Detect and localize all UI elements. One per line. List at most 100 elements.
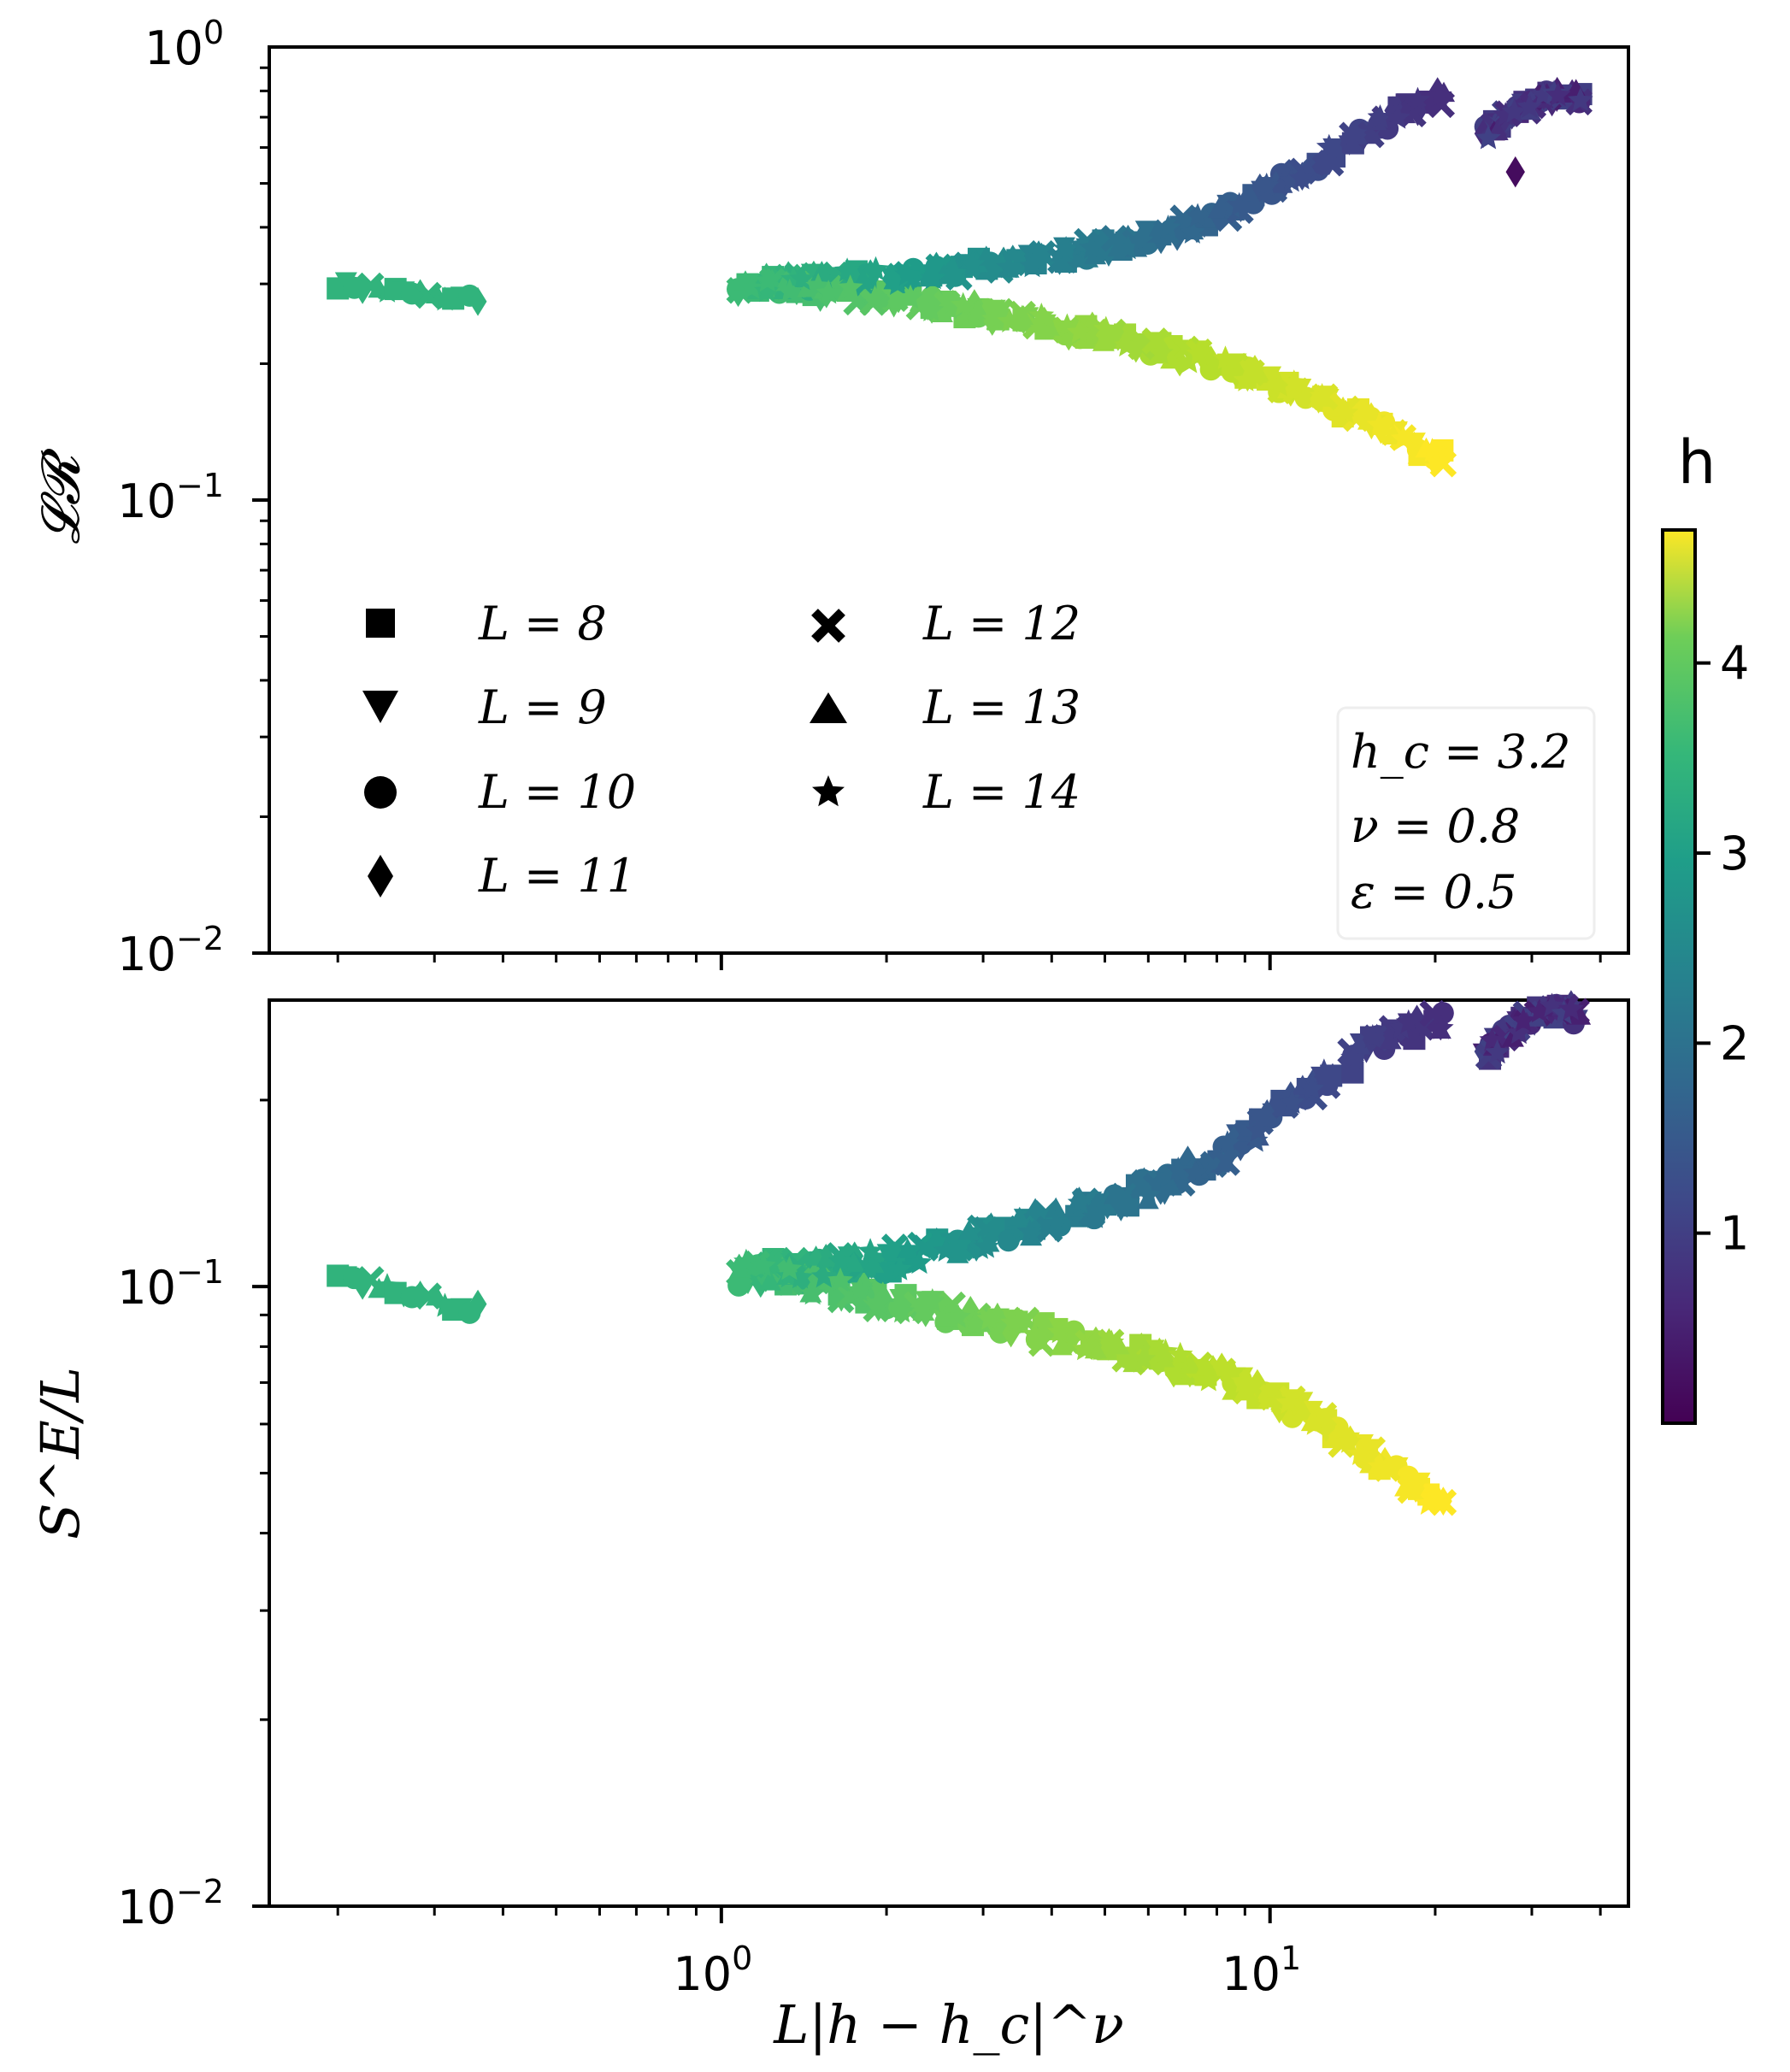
bottom-x-ticks: 100 101 [336, 1906, 1602, 2001]
data-point [1551, 1000, 1577, 1025]
data-point [1167, 1341, 1193, 1366]
data-point [1316, 133, 1342, 158]
legend-entry-l11: L = 11 [368, 849, 636, 903]
data-point [776, 1256, 803, 1280]
svg-text:L = 9: L = 9 [478, 680, 607, 734]
data-point [1419, 438, 1446, 462]
data-point [1170, 347, 1189, 377]
data-point [1340, 1045, 1366, 1069]
data-point [1390, 426, 1416, 450]
data-point [894, 261, 920, 286]
top-y-ticks: 100 10−1 10−2 [117, 14, 269, 981]
data-point [967, 298, 990, 320]
data-point [1501, 98, 1528, 123]
data-point [1053, 236, 1079, 261]
data-point [846, 1277, 873, 1302]
svg-text:L = 11: L = 11 [478, 849, 636, 903]
legend-entry-l13: L = 13 [810, 680, 1080, 734]
data-point [1098, 1329, 1125, 1354]
data-point [1093, 315, 1119, 340]
data-point [912, 1300, 935, 1321]
data-point [1182, 1159, 1209, 1184]
y-tick-label: 10−2 [117, 1873, 224, 1934]
legend: L = 8 L = 9 L = 10 L = 11 L = 12 L = 13 [362, 597, 1080, 903]
data-point [1493, 102, 1519, 127]
top-panel: 100 10−1 10−2 𝓛𝓡 L = 8 L = 9 L = 10 L = 11 [29, 14, 1630, 981]
data-point [776, 278, 803, 303]
data-point [1083, 311, 1102, 341]
data-point [1311, 1058, 1337, 1083]
data-point [754, 268, 780, 292]
data-point [1302, 1410, 1328, 1435]
data-point [999, 1310, 1026, 1334]
data-point [934, 1306, 957, 1327]
data-point [1345, 1052, 1363, 1082]
data-point [1288, 165, 1315, 190]
top-x-ticks [336, 953, 1602, 970]
data-point [1395, 1009, 1422, 1033]
data-point [1475, 125, 1501, 150]
data-point [1394, 1476, 1417, 1497]
data-point [1234, 1380, 1257, 1401]
data-point [1516, 93, 1543, 118]
x-axis-label: L|h − h_c|^ν [773, 1993, 1124, 2056]
parameter-annotation: h_c = 3.2 ν = 0.8 ε = 0.5 [1336, 706, 1596, 940]
data-point [857, 1238, 883, 1263]
data-point [1046, 1319, 1073, 1344]
data-point [1194, 1355, 1217, 1376]
data-point [1270, 1394, 1289, 1424]
data-point [1019, 253, 1045, 278]
data-point [1527, 998, 1552, 1023]
data-point [1002, 1318, 1021, 1348]
data-point [1239, 184, 1262, 205]
x-tick-label: 101 [1222, 1940, 1301, 2001]
data-point [1253, 172, 1280, 197]
data-point [1135, 1181, 1162, 1207]
data-point [898, 284, 923, 309]
data-point [919, 1288, 945, 1313]
bottom-panel: 10−1 10−2 100 101 S^E/L L|h − h_c|^ν [29, 990, 1630, 2056]
data-point [1092, 331, 1115, 351]
data-point [1279, 1089, 1305, 1114]
data-point [1266, 372, 1292, 397]
colorbar-tick-label: 4 [1720, 637, 1749, 691]
svg-text:ν = 0.8: ν = 0.8 [1351, 799, 1520, 853]
data-point [1292, 1399, 1315, 1421]
data-point [1134, 221, 1157, 241]
data-point [920, 264, 946, 290]
y-tick-label: 100 [144, 14, 224, 75]
data-point [1379, 1028, 1402, 1050]
data-point [950, 291, 976, 316]
data-point [862, 1252, 885, 1274]
data-point [885, 270, 910, 295]
legend-entry-l8: L = 8 [366, 597, 607, 650]
data-point [799, 1280, 826, 1305]
data-point [957, 1220, 980, 1240]
data-point [1028, 303, 1055, 327]
data-point [863, 256, 889, 281]
data-point [1207, 197, 1230, 219]
y-tick-label: 10−1 [117, 1253, 224, 1315]
data-point [468, 1289, 487, 1319]
data-point [1333, 399, 1359, 424]
data-point [1223, 353, 1246, 374]
data-point [1022, 1321, 1047, 1345]
data-point [468, 286, 487, 316]
data-point [866, 1290, 892, 1315]
data-point [1155, 215, 1181, 239]
colorbar-tick-label: 1 [1720, 1207, 1749, 1261]
data-point [811, 1263, 837, 1288]
data-point [758, 1270, 781, 1291]
data-point [754, 278, 780, 303]
data-point [837, 274, 863, 299]
svg-text:L = 8: L = 8 [478, 597, 607, 650]
data-point [1388, 1014, 1414, 1039]
data-point [1079, 234, 1104, 259]
x-tick-label: 100 [673, 1940, 752, 2001]
data-point [997, 308, 1023, 333]
data-point [1402, 1024, 1425, 1045]
data-point [1082, 1204, 1108, 1228]
data-point [1366, 412, 1393, 437]
data-point [842, 1283, 865, 1304]
